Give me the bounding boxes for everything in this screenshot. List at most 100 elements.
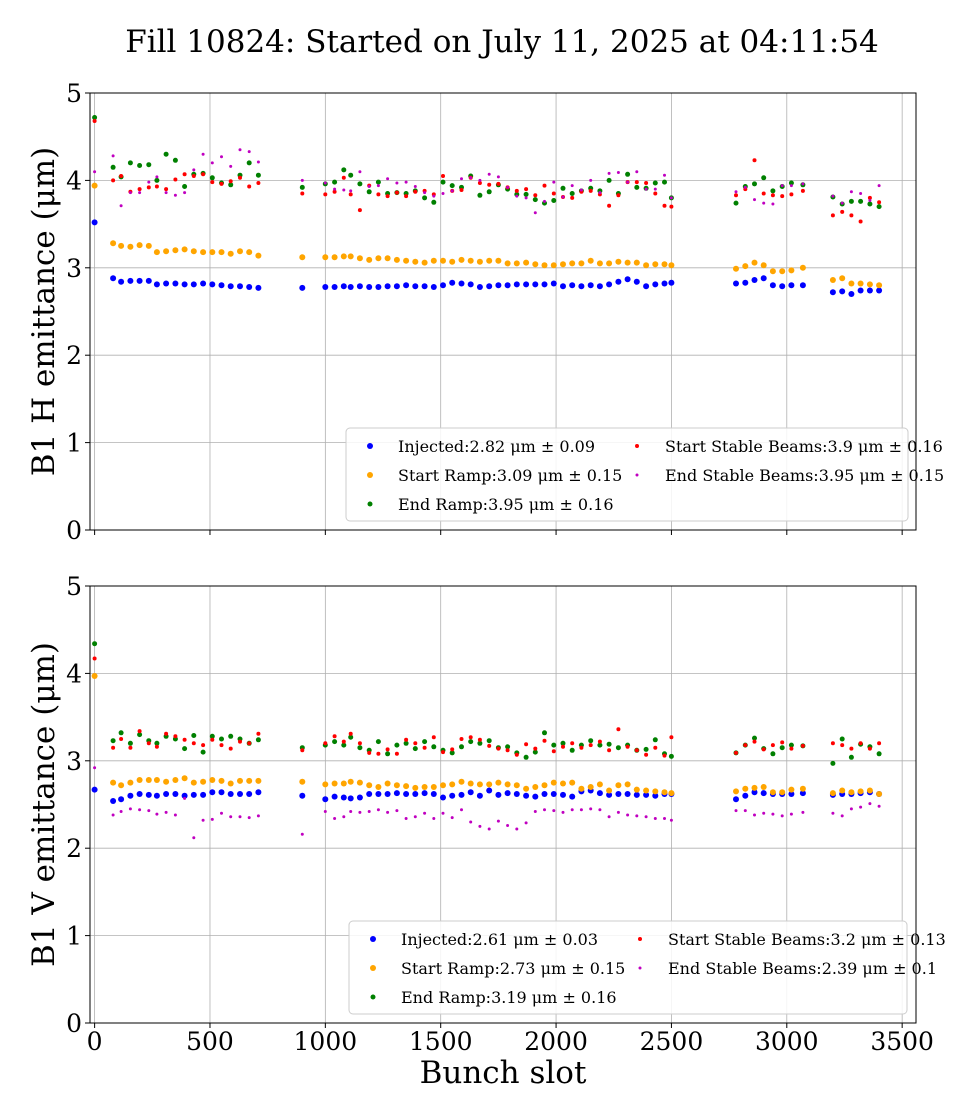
- point-start-stable-beams: [607, 748, 612, 753]
- point-start-stable-beams: [588, 188, 593, 193]
- point-start-ramp: [769, 789, 776, 796]
- point-injected: [615, 791, 622, 797]
- point-end-stable-beams: [644, 187, 648, 191]
- legend: Injected:2.82 μm ± 0.09 Start Ramp:3.09 μ…: [345, 427, 944, 522]
- point-end-stable-beams: [469, 176, 473, 180]
- point-start-stable-beams: [579, 745, 584, 750]
- point-start-ramp: [495, 257, 502, 264]
- point-end-ramp: [154, 177, 160, 183]
- point-end-ramp: [385, 751, 391, 757]
- point-start-stable-beams: [422, 745, 427, 750]
- point-end-stable-beams: [515, 194, 519, 198]
- point-start-ramp: [190, 779, 197, 786]
- point-injected: [751, 277, 758, 283]
- point-start-ramp: [366, 782, 373, 789]
- point-start-stable-beams: [551, 749, 556, 754]
- point-start-stable-beams: [468, 735, 473, 740]
- point-injected: [848, 291, 855, 297]
- point-end-stable-beams: [644, 815, 648, 819]
- point-end-ramp: [341, 742, 347, 748]
- point-start-ramp: [440, 782, 446, 789]
- point-injected: [110, 798, 117, 804]
- legend-box: [345, 427, 909, 522]
- point-start-stable-beams: [561, 744, 565, 749]
- point-end-stable-beams: [164, 810, 168, 814]
- legend-marker-end-stable-beams: [638, 966, 642, 970]
- point-end-stable-beams: [589, 178, 593, 182]
- point-end-stable-beams: [413, 185, 417, 188]
- point-end-stable-beams: [579, 188, 583, 192]
- point-end-ramp: [255, 737, 261, 743]
- point-end-ramp: [569, 191, 575, 196]
- point-end-ramp: [569, 747, 575, 753]
- legend-entry-injected: Injected:2.82 μm ± 0.09: [398, 437, 595, 456]
- point-end-stable-beams: [220, 155, 223, 159]
- point-end-ramp: [431, 199, 437, 205]
- point-start-stable-beams: [146, 185, 151, 190]
- point-start-stable-beams: [459, 737, 464, 741]
- point-end-stable-beams: [342, 188, 346, 192]
- point-start-ramp: [596, 260, 603, 267]
- point-start-ramp: [347, 778, 354, 785]
- y-tick-label: 1: [66, 429, 82, 458]
- point-end-stable-beams: [533, 211, 537, 215]
- y-axis-label: B1 V emittance (μm): [26, 642, 62, 967]
- point-end-ramp: [770, 751, 776, 757]
- point-start-ramp: [486, 781, 493, 788]
- point-end-ramp: [366, 189, 372, 195]
- point-end-stable-beams: [616, 810, 620, 814]
- point-injected: [299, 284, 306, 291]
- point-start-ramp: [857, 280, 864, 287]
- point-end-stable-beams: [868, 199, 872, 202]
- point-end-ramp: [876, 204, 882, 210]
- point-end-ramp: [634, 184, 640, 190]
- point-start-stable-beams: [849, 746, 854, 751]
- point-injected: [430, 284, 437, 290]
- point-end-ramp: [486, 738, 492, 744]
- point-end-ramp: [348, 172, 354, 178]
- point-end-ramp: [163, 151, 169, 157]
- point-start-stable-beams: [404, 737, 409, 742]
- point-end-stable-beams: [367, 185, 371, 188]
- point-start-stable-beams: [323, 741, 328, 746]
- point-start-stable-beams: [840, 209, 845, 214]
- point-start-stable-beams: [789, 192, 794, 197]
- point-injected: [347, 284, 354, 290]
- point-start-stable-beams: [800, 188, 805, 193]
- point-start-stable-beams: [201, 743, 206, 748]
- point-injected: [495, 791, 502, 798]
- point-start-stable-beams: [164, 187, 169, 192]
- point-start-ramp: [393, 256, 400, 263]
- point-injected: [760, 790, 767, 797]
- point-end-stable-beams: [607, 171, 611, 175]
- point-end-stable-beams: [432, 817, 436, 820]
- point-end-stable-beams: [441, 811, 445, 815]
- point-start-ramp: [458, 778, 465, 785]
- point-start-stable-beams: [357, 208, 362, 213]
- point-start-stable-beams: [849, 213, 854, 218]
- point-start-ramp: [110, 240, 117, 247]
- point-end-stable-beams: [256, 814, 260, 818]
- point-injected: [504, 282, 511, 289]
- point-end-ramp: [191, 733, 197, 738]
- point-start-stable-beams: [228, 746, 233, 751]
- point-start-ramp: [661, 789, 668, 796]
- point-end-ramp: [255, 172, 261, 178]
- legend-marker-end-stable-beams: [635, 473, 639, 477]
- point-start-ramp: [839, 275, 846, 282]
- point-end-stable-beams: [210, 161, 214, 165]
- point-injected: [430, 791, 437, 797]
- data-points: [91, 115, 883, 297]
- point-end-stable-beams: [877, 804, 881, 808]
- point-end-stable-beams: [762, 201, 766, 205]
- point-start-stable-beams: [477, 181, 482, 185]
- point-start-stable-beams: [111, 745, 116, 750]
- point-injected: [742, 792, 749, 799]
- point-start-ramp: [458, 256, 465, 263]
- point-end-stable-beams: [616, 171, 620, 174]
- point-end-stable-beams: [138, 808, 142, 812]
- point-start-ramp: [403, 783, 410, 790]
- point-end-stable-beams: [487, 172, 491, 176]
- point-end-stable-beams: [524, 821, 528, 825]
- point-end-stable-beams: [663, 173, 666, 177]
